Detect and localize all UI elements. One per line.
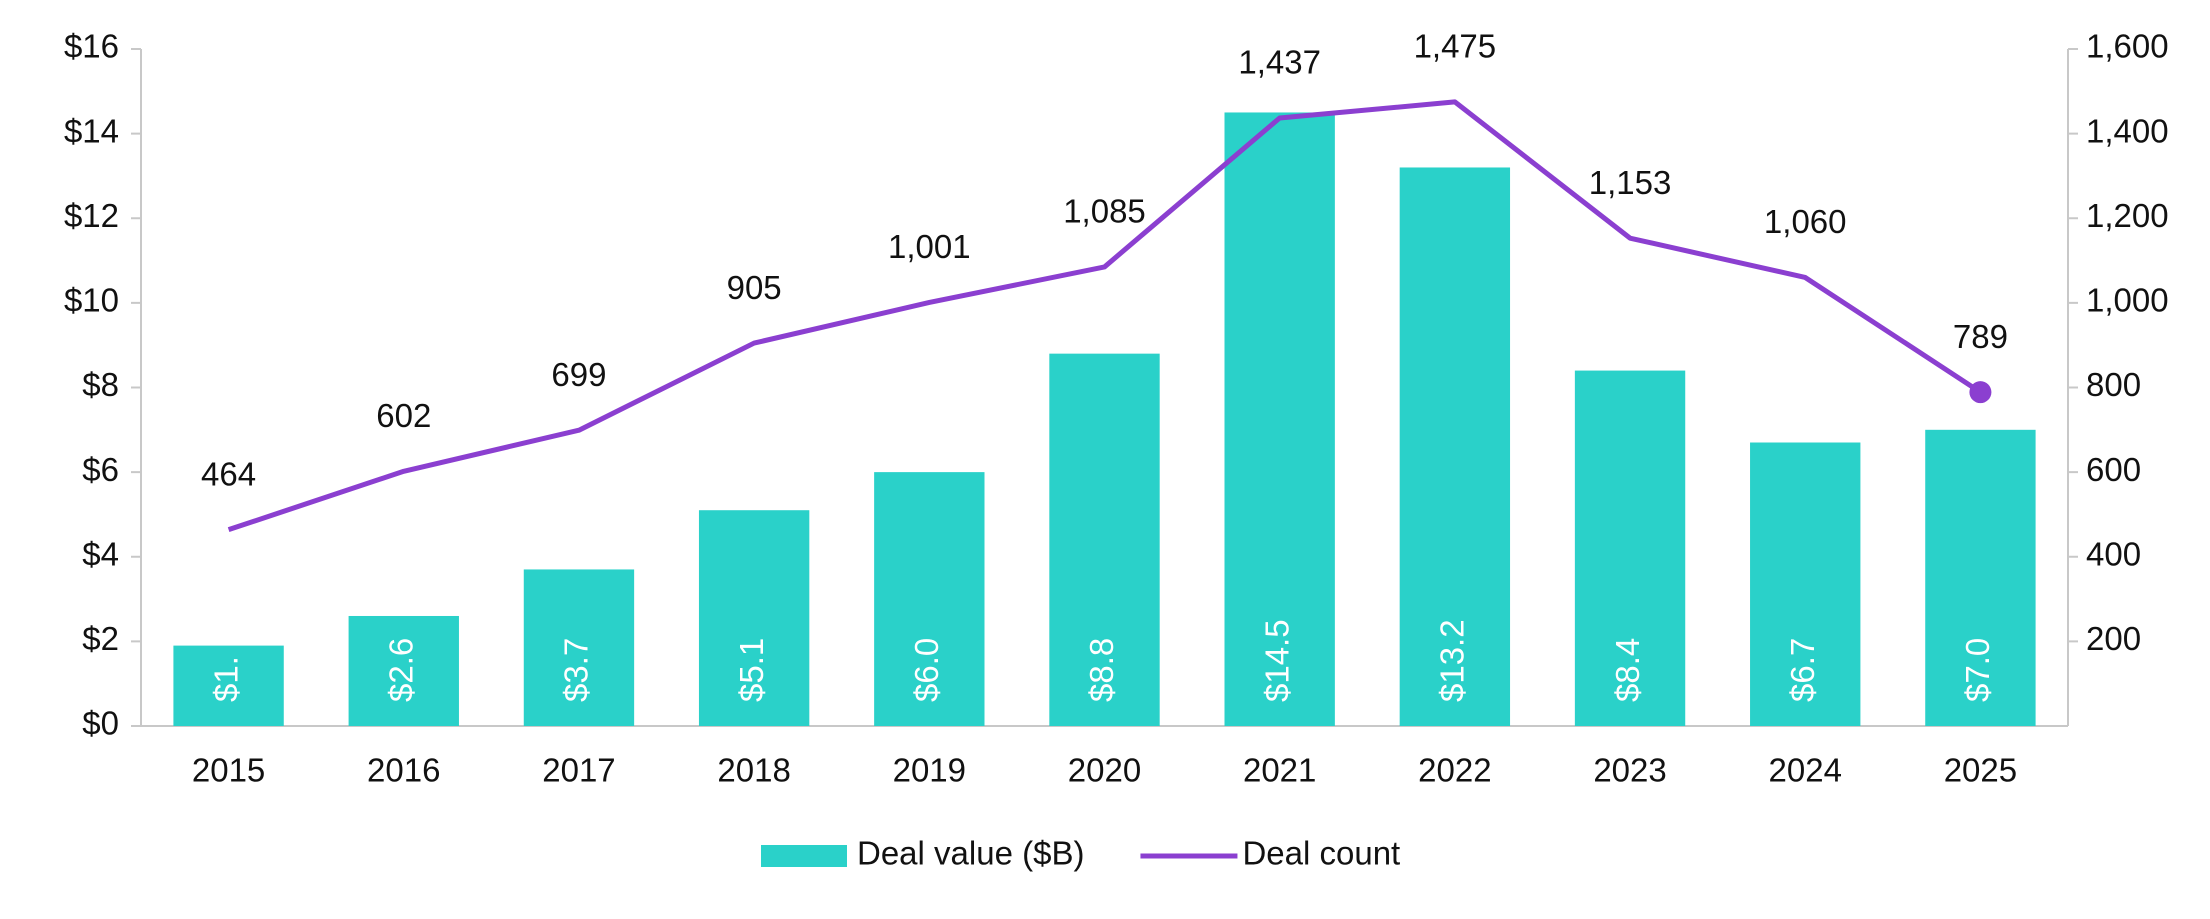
y2-tick-label: 400 <box>2086 535 2141 572</box>
bar-value-label: $2.6 <box>382 638 419 702</box>
x-tick-label: 2021 <box>1243 752 1316 789</box>
line-value-label: 699 <box>551 356 606 393</box>
x-tick-label: 2023 <box>1593 752 1666 789</box>
x-tick-label: 2024 <box>1769 752 1842 789</box>
bar <box>173 645 284 726</box>
legend-label: Deal value ($B) <box>857 835 1084 872</box>
x-tick-label: 2022 <box>1418 752 1491 789</box>
bar-value-label: $8.8 <box>1083 638 1120 702</box>
line-value-label: 464 <box>201 455 256 492</box>
bar-value-label: $1. <box>207 656 244 702</box>
y2-tick-label: 1,200 <box>2086 197 2169 234</box>
y2-tick-label: 600 <box>2086 451 2141 488</box>
y2-tick-label: 1,600 <box>2086 28 2169 65</box>
bar <box>698 510 810 726</box>
bar <box>1399 167 1511 727</box>
y-tick-label: $10 <box>64 282 119 319</box>
y-tick-label: $14 <box>64 112 119 149</box>
y-tick-label: $16 <box>64 28 119 65</box>
bar <box>1574 370 1686 726</box>
line-value-label: 905 <box>727 269 782 306</box>
line-value-label: 1,475 <box>1414 28 1497 65</box>
bar-value-label: $13.2 <box>1434 619 1471 702</box>
y2-tick-label: 200 <box>2086 620 2141 657</box>
bar-value-label: $7.0 <box>1959 638 1996 702</box>
bar-value-label: $3.7 <box>558 638 595 702</box>
x-tick-label: 2018 <box>717 752 790 789</box>
line-value-label: 1,153 <box>1589 164 1672 201</box>
x-tick-label: 2020 <box>1068 752 1141 789</box>
bar-value-label: $6.0 <box>908 638 945 702</box>
bar-value-label: $5.1 <box>733 638 770 702</box>
bar <box>1049 353 1160 726</box>
line-value-label: 1,437 <box>1238 44 1321 81</box>
y-tick-label: $8 <box>82 366 119 403</box>
bar <box>523 569 635 726</box>
line-value-label: 1,085 <box>1063 193 1146 230</box>
y-tick-label: $6 <box>82 451 119 488</box>
bar-value-label: $8.4 <box>1609 638 1646 702</box>
legend-swatch <box>761 845 847 867</box>
line <box>227 99 1982 533</box>
y2-tick-label: 800 <box>2086 366 2141 403</box>
bar-value-label: $14.5 <box>1258 619 1295 702</box>
y-tick-label: $2 <box>82 620 119 657</box>
x-tick-label: 2017 <box>542 752 615 789</box>
y-tick-label: $4 <box>82 535 119 572</box>
bar <box>1925 429 2036 726</box>
y-tick-label: $12 <box>64 197 119 234</box>
line-value-label: 1,060 <box>1764 203 1847 240</box>
y2-tick-label: 1,400 <box>2086 112 2169 149</box>
legend-label: Deal count <box>1242 835 1400 872</box>
y-tick-label: $0 <box>82 705 119 742</box>
line-end-marker <box>1969 381 1992 404</box>
x-tick-label: 2016 <box>367 752 440 789</box>
bar <box>1750 442 1861 726</box>
line-value-label: 789 <box>1953 318 2008 355</box>
x-tick-label: 2019 <box>893 752 966 789</box>
bar <box>1224 112 1335 726</box>
y2-tick-label: 1,000 <box>2086 282 2169 319</box>
bar-value-label: $6.7 <box>1784 638 1821 702</box>
x-tick-label: 2025 <box>1944 752 2017 789</box>
line-value-label: 1,001 <box>888 228 971 265</box>
x-tick-label: 2015 <box>192 752 265 789</box>
bar <box>874 472 985 726</box>
line-value-label: 602 <box>376 397 431 434</box>
bar <box>348 615 459 726</box>
